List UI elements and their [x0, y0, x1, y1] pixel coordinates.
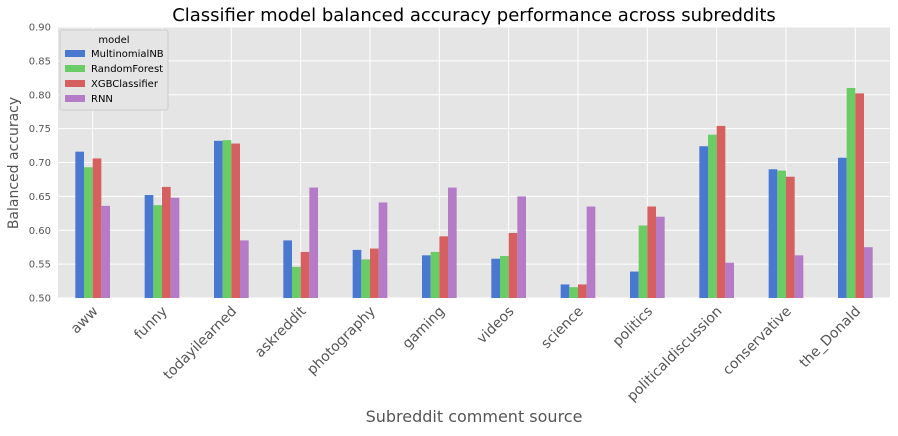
bar-randomforest — [222, 140, 232, 298]
x-tick-label: funny — [131, 304, 170, 343]
bar-xgbclassifier — [92, 158, 102, 298]
bar-multinomialnb — [144, 195, 154, 298]
bar-randomforest — [430, 251, 440, 298]
y-tick-label: 0.50 — [29, 294, 51, 305]
bar-multinomialnb — [75, 151, 84, 298]
x-tick-label: photography — [304, 304, 379, 379]
bar-randomforest — [708, 134, 717, 298]
bar-xgbclassifier — [162, 186, 171, 298]
y-tick-label: 0.65 — [29, 192, 51, 203]
bar-xgbclassifier — [855, 93, 864, 299]
x-tick-label: todayilearned — [160, 304, 240, 384]
bar-multinomialnb — [214, 140, 223, 298]
legend-item-label: XGBClassifier — [91, 79, 159, 90]
y-ticks: 0.50 0.55 0.60 0.65 0.70 0.75 0.80 0.85 0.90 — [29, 23, 51, 305]
bar-multinomialnb — [838, 157, 847, 298]
x-tick-label: gaming — [400, 304, 449, 353]
bar-randomforest — [84, 167, 93, 298]
y-tick-label: 0.80 — [29, 90, 51, 101]
bar-rnn — [864, 247, 873, 298]
bar-randomforest — [569, 287, 578, 298]
chart-title: Classifier model balanced accuracy perfo… — [172, 5, 776, 26]
bar-rnn — [101, 205, 110, 298]
bar-randomforest — [500, 255, 509, 298]
bar-xgbclassifier — [370, 248, 379, 298]
y-tick-label: 0.75 — [29, 124, 51, 135]
bar-multinomialnb — [768, 169, 778, 298]
legend-swatch — [65, 65, 85, 72]
legend: model MultinomialNB RandomForest XGBClassi… — [59, 29, 169, 111]
bar-xgbclassifier — [300, 251, 310, 298]
y-tick-label: 0.60 — [29, 226, 51, 237]
bars — [75, 87, 873, 299]
bar-xgbclassifier — [647, 206, 656, 298]
legend-title: model — [98, 35, 129, 46]
bar-xgbclassifier — [578, 284, 587, 298]
bar-rnn — [517, 196, 526, 298]
bar-rnn — [794, 255, 804, 298]
bar-randomforest — [638, 225, 648, 298]
x-tick-label: politics — [610, 304, 656, 350]
bar-multinomialnb — [283, 240, 292, 298]
bar-rnn — [240, 240, 249, 298]
bar-randomforest — [292, 266, 301, 298]
y-tick-label: 0.90 — [29, 23, 51, 34]
legend-swatch — [65, 95, 85, 102]
bar-rnn — [448, 187, 457, 298]
legend-item-label: MultinomialNB — [91, 49, 164, 60]
bar-rnn — [586, 206, 596, 298]
bar-xgbclassifier — [716, 125, 726, 298]
bar-rnn — [309, 187, 318, 298]
y-tick-label: 0.55 — [29, 260, 51, 271]
x-axis-label: Subreddit comment source — [366, 407, 583, 426]
legend-swatch — [65, 80, 85, 87]
bar-randomforest — [846, 87, 856, 298]
legend-box — [59, 29, 169, 111]
bar-randomforest — [153, 205, 162, 298]
bar-multinomialnb — [699, 146, 708, 298]
y-tick-label: 0.85 — [29, 56, 51, 67]
bar-multinomialnb — [422, 255, 431, 298]
legend-item-label: RandomForest — [91, 64, 163, 75]
bar-multinomialnb — [352, 249, 362, 298]
y-tick-label: 0.70 — [29, 158, 51, 169]
x-tick-label: the_Donald — [797, 304, 865, 372]
x-tick-label: videos — [474, 304, 518, 348]
bar-randomforest — [777, 170, 786, 298]
bar-xgbclassifier — [786, 176, 795, 298]
bar-rnn — [170, 197, 180, 298]
bar-rnn — [725, 262, 734, 298]
bar-xgbclassifier — [439, 236, 448, 298]
bar-multinomialnb — [560, 284, 570, 298]
bar-multinomialnb — [491, 258, 500, 298]
x-tick-label: aww — [68, 304, 102, 338]
x-tick-label: science — [538, 304, 587, 353]
x-tick-label: conservative — [720, 304, 795, 379]
x-tick-label: askreddit — [252, 303, 310, 361]
bar-randomforest — [361, 259, 370, 298]
bar-xgbclassifier — [231, 143, 240, 298]
bar-xgbclassifier — [508, 232, 518, 298]
bar-multinomialnb — [630, 271, 639, 298]
bar-rnn — [378, 202, 388, 298]
legend-item-label: RNN — [91, 94, 113, 105]
legend-swatch — [65, 50, 85, 57]
y-axis-label: Balanced accuracy — [6, 97, 22, 229]
bar-rnn — [656, 216, 665, 298]
